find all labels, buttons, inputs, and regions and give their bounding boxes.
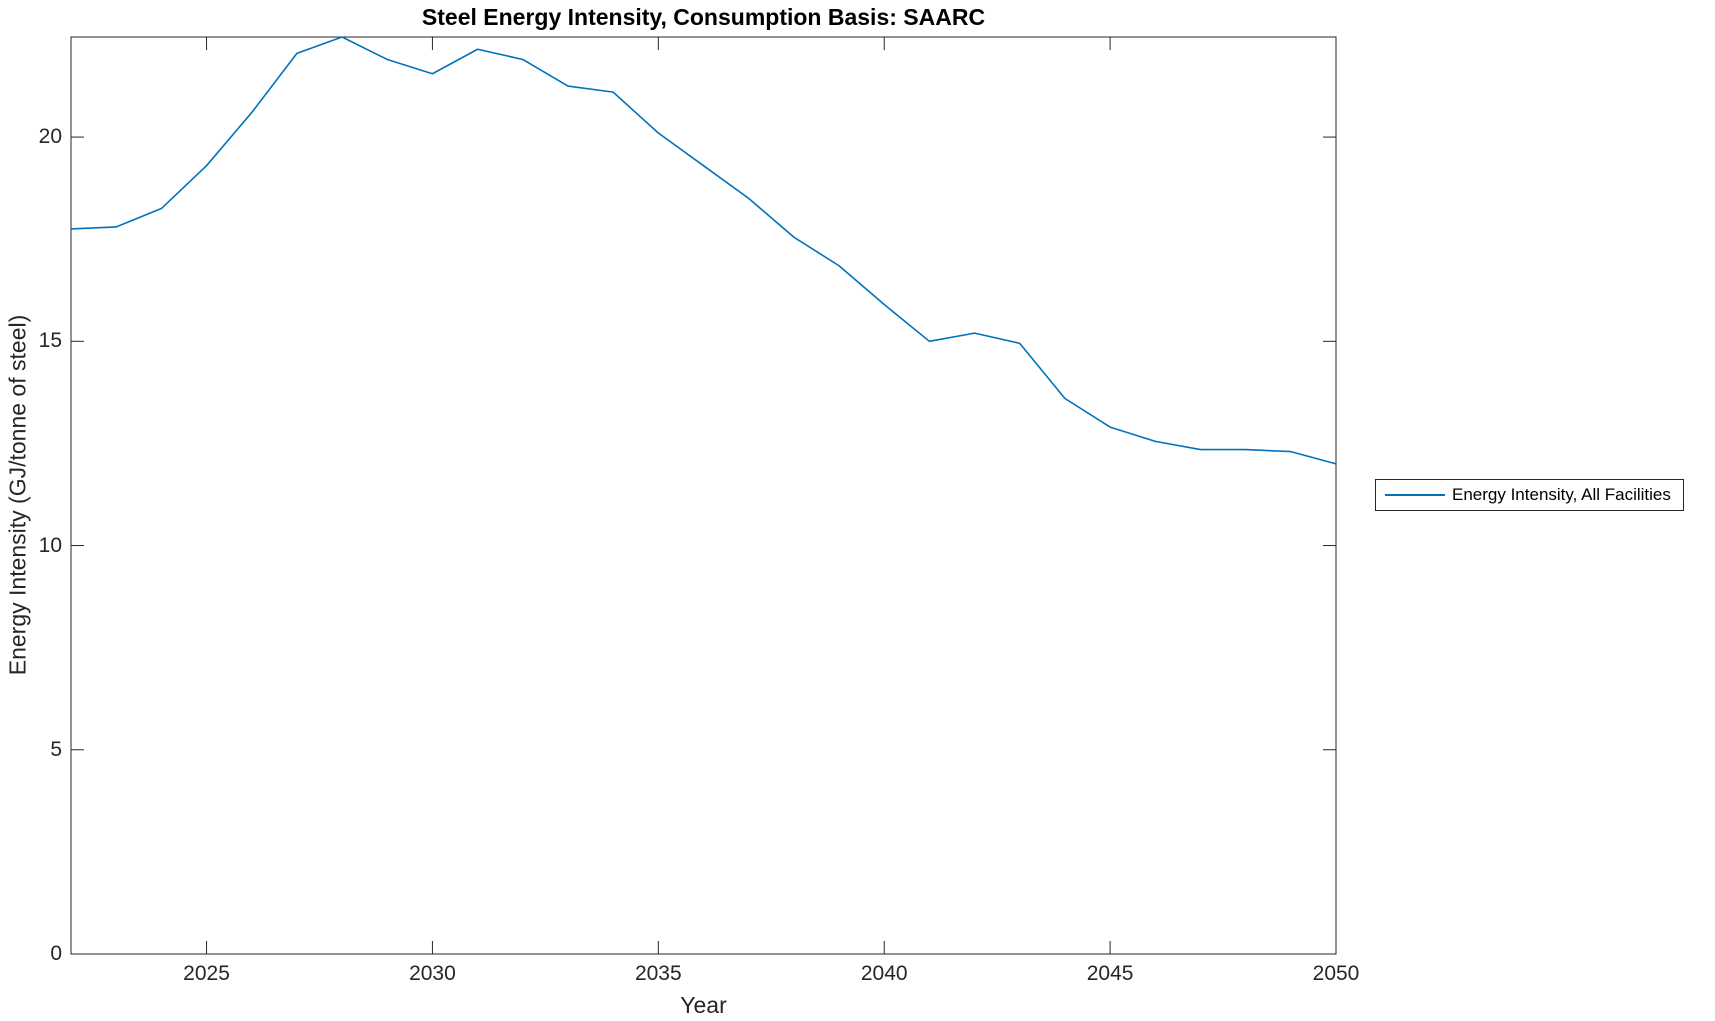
y-axis-label: Energy Intensity (GJ/tonne of steel): [4, 314, 31, 676]
y-tick-label: 10: [38, 533, 62, 557]
chart-title: Steel Energy Intensity, Consumption Basi…: [421, 4, 986, 30]
x-axis-label: Year: [680, 992, 727, 1018]
x-tick-label: 2035: [634, 962, 682, 985]
legend-line-sample: [1385, 494, 1445, 496]
x-tick-label: 2030: [409, 962, 456, 985]
y-tick-label: 15: [38, 329, 62, 353]
x-tick-label: 2025: [183, 962, 230, 985]
y-tick-label: 20: [38, 125, 62, 149]
y-tick-label: 5: [50, 737, 62, 761]
x-tick-label: 2040: [860, 962, 908, 985]
x-tick-label: 2045: [1086, 962, 1134, 985]
legend: Energy Intensity, All Facilities: [1375, 479, 1684, 511]
x-tick-label: 2050: [1312, 962, 1360, 985]
legend-label: Energy Intensity, All Facilities: [1452, 485, 1671, 504]
y-tick-label: 0: [50, 942, 62, 965]
